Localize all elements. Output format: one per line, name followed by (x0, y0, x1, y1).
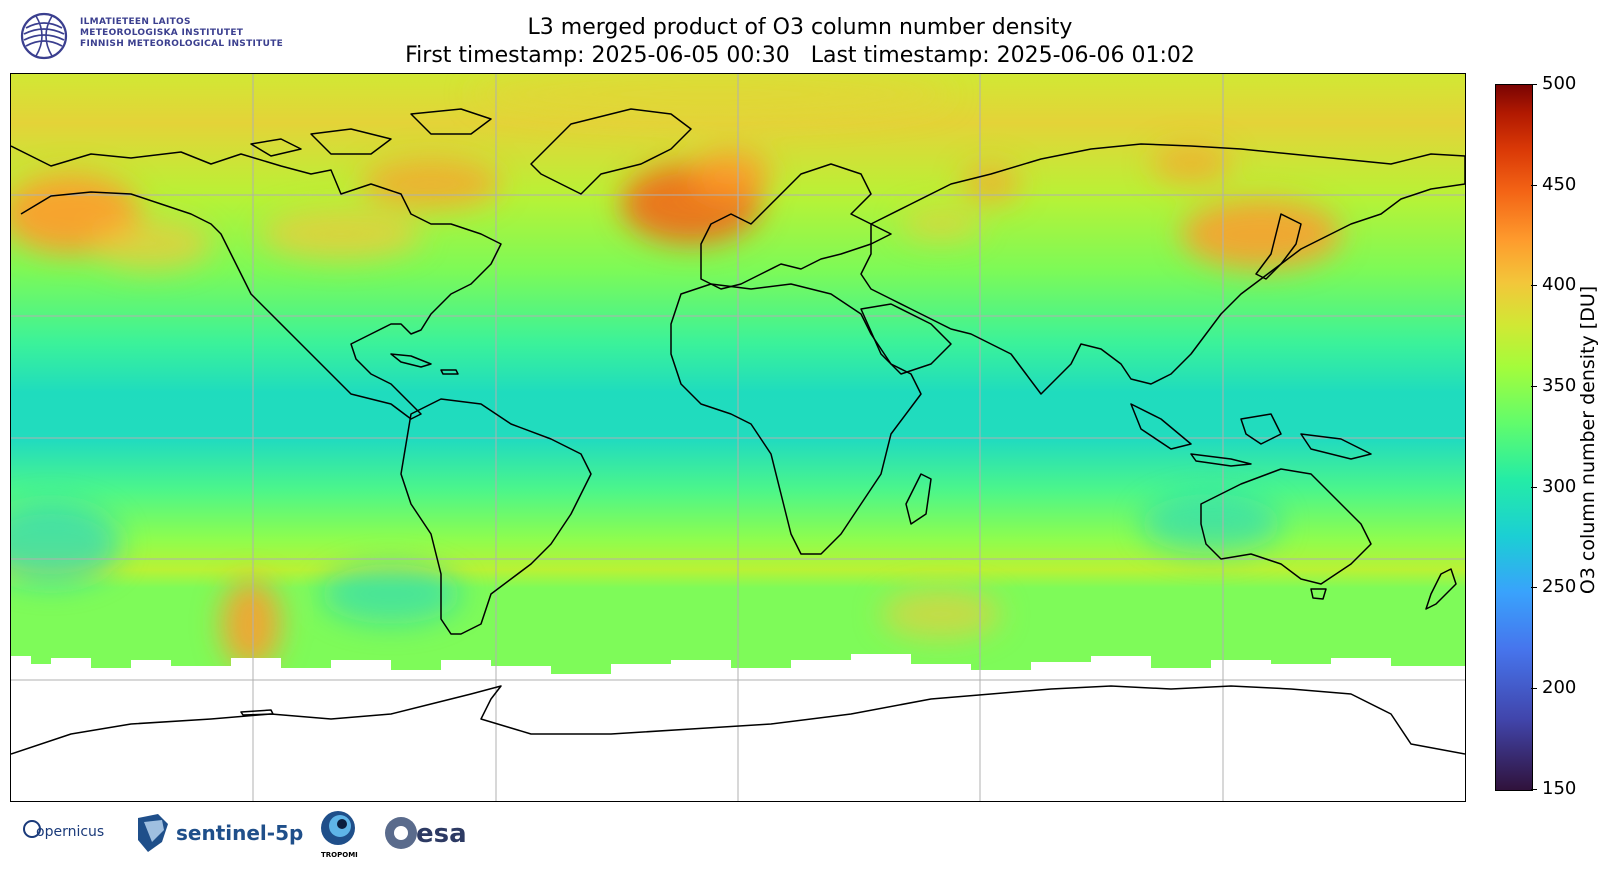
title-line-product: L3 merged product of O3 column number de… (527, 15, 1073, 40)
colorbar-tick (1531, 789, 1537, 790)
colorbar-tick (1531, 688, 1537, 689)
colorbar-tick-label: 200 (1542, 677, 1577, 698)
sentinel-5p-logo: sentinel-5p (134, 812, 304, 858)
colorbar-tick-label: 350 (1542, 375, 1577, 396)
colorbar-tick-label: 150 (1542, 778, 1577, 799)
colorbar-tick-label: 300 (1542, 476, 1577, 497)
sentinel-5p-logo-text: sentinel-5p (176, 821, 303, 845)
colorbar (1495, 84, 1533, 791)
ozone-map-canvas (11, 74, 1465, 801)
colorbar-tick-label: 250 (1542, 576, 1577, 597)
colorbar-tick-label: 400 (1542, 274, 1577, 295)
colorbar-tick (1531, 487, 1537, 488)
tropomi-logo-text: TROPOMI (321, 851, 358, 859)
colorbar-tick-label: 450 (1542, 174, 1577, 195)
colorbar-tick (1531, 185, 1537, 186)
esa-logo: esa (384, 814, 484, 856)
fmi-emblem-icon (20, 12, 68, 60)
copernicus-logo-text: opernicus (36, 824, 104, 840)
colorbar-tick-label: 500 (1542, 73, 1577, 94)
colorbar-tick (1531, 285, 1537, 286)
colorbar-tick (1531, 587, 1537, 588)
ozone-anomalies (11, 74, 1341, 669)
colorbar-tick (1531, 386, 1537, 387)
title-line-timestamps: First timestamp: 2025-06-05 00:30 Last t… (405, 43, 1195, 68)
esa-logo-text: esa (416, 819, 467, 849)
plot-title: L3 merged product of O3 column number de… (300, 14, 1300, 70)
copernicus-logo: opernicus (22, 816, 132, 854)
coastlines (11, 108, 1465, 755)
fmi-logo (18, 10, 318, 64)
colorbar-tick (1531, 84, 1537, 85)
fmi-name-fi: ILMATIETEEN LAITOS (80, 17, 191, 27)
ozone-map (10, 73, 1466, 802)
fmi-name-sv: METEOROLOGISKA INSTITUTET (80, 28, 244, 38)
colorbar-title: O3 column number density [DU] (1577, 285, 1599, 595)
fmi-institute-name: ILMATIETEEN LAITOS METEOROLOGISKA INSTIT… (80, 17, 283, 50)
fmi-name-en: FINNISH METEOROLOGICAL INSTITUTE (80, 39, 284, 49)
tropomi-logo: TROPOMI (318, 810, 362, 864)
